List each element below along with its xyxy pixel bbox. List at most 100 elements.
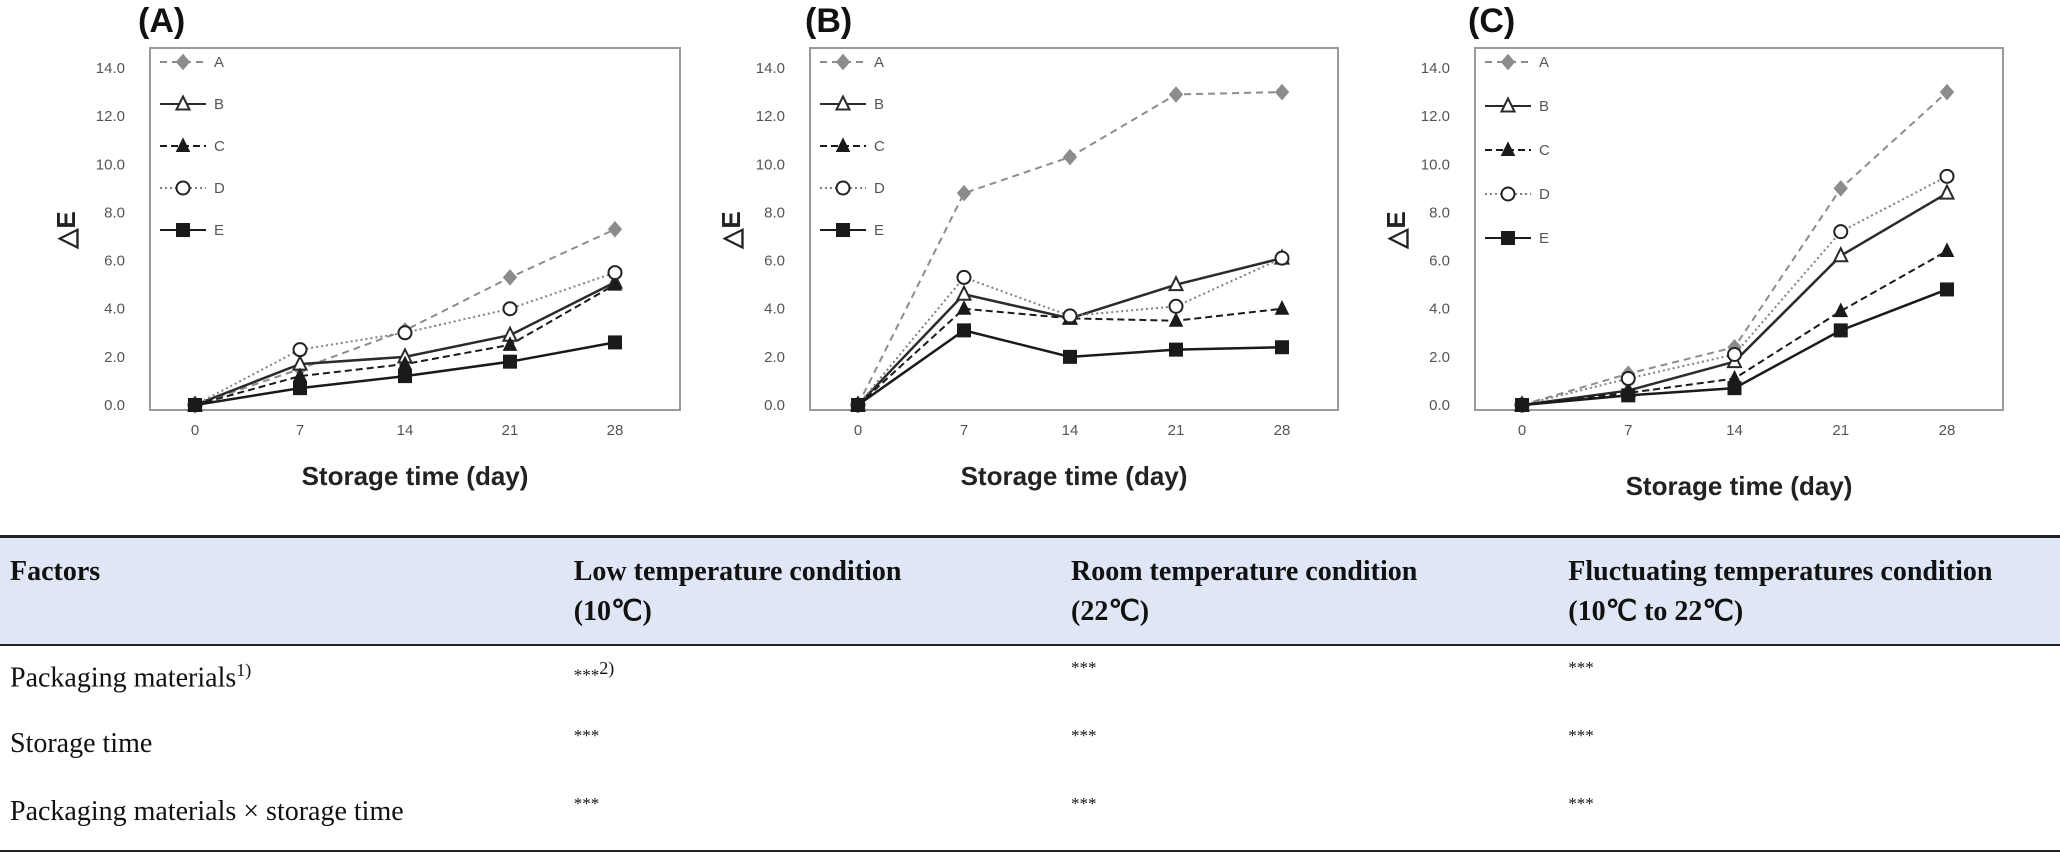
x-axis-title: Storage time (day) [1626, 471, 1853, 501]
y-tick-label: 6.0 [1429, 253, 1450, 270]
factor-label: Packaging materials × storage time [10, 796, 404, 827]
data-point-e [1169, 342, 1183, 357]
y-axis-title: △E [51, 211, 81, 249]
table-row: Packaging materials1) ***2) *** *** [0, 645, 2060, 714]
significance-cell: ***2) [564, 645, 1061, 714]
legend-marker-b [1499, 96, 1517, 113]
x-axis-title: Storage time (day) [302, 461, 529, 491]
data-point-c [956, 300, 972, 315]
x-tick-label: 28 [607, 422, 624, 439]
data-point-e [1275, 340, 1289, 355]
footnote-marker: 2) [599, 658, 615, 678]
significance-value: *** [573, 665, 600, 685]
legend-marker-d [1500, 186, 1516, 202]
significance-value: *** [1568, 726, 1594, 745]
significance-cell: *** [1061, 645, 1558, 714]
header-room-temperature-line1: Room temperature condition [1071, 556, 1418, 587]
y-tick-label: 8.0 [104, 204, 125, 221]
data-point-d [1939, 168, 1955, 184]
y-tick-label: 6.0 [104, 253, 125, 270]
legend-label-e: E [874, 222, 884, 239]
factor-cell: Packaging materials × storage time [0, 782, 564, 852]
legend-label-e: E [1539, 230, 1549, 247]
data-point-a [1939, 83, 1955, 101]
legend-label-d: D [214, 180, 225, 197]
panel-label: (A) [138, 2, 185, 40]
data-point-e [1515, 398, 1529, 412]
data-point-d [397, 325, 413, 341]
y-tick-label: 12.0 [1421, 108, 1450, 125]
significance-value: *** [573, 726, 600, 745]
legend-label-c: C [1539, 142, 1550, 159]
data-point-b [1938, 183, 1956, 200]
data-point-d [956, 269, 972, 285]
x-tick-label: 21 [1832, 422, 1849, 439]
legend-marker-a [835, 53, 851, 71]
data-point-e [957, 323, 971, 338]
header-fluctuating-temperature-line2: (10℃ to 22℃) [1568, 596, 1744, 627]
legend-marker-c [175, 137, 191, 152]
factor-label: Packaging materials [10, 662, 237, 694]
data-point-e [398, 369, 412, 384]
data-point-d [1274, 250, 1290, 266]
legend-marker-c [1500, 141, 1516, 156]
data-point-e [503, 354, 517, 369]
x-tick-label: 0 [191, 422, 199, 439]
x-axis-title: Storage time (day) [961, 461, 1188, 491]
header-room-temperature-line2: (22℃) [1071, 596, 1150, 627]
legend-marker-e [176, 223, 190, 237]
y-tick-label: 14.0 [96, 60, 125, 77]
significance-value: *** [1071, 658, 1097, 677]
data-point-c [502, 336, 518, 351]
line-chart-panel-c: (C) 0.0 2.0 4.0 6.0 8.0 10.0 12.0 14.0 0 7 14 21 28 △E… [1381, 2, 2004, 501]
x-tick-label: 28 [1274, 422, 1291, 439]
significance-cell: *** [564, 714, 1061, 782]
significance-cell: *** [1558, 645, 2060, 714]
series-line-d [857, 257, 1283, 406]
data-point-c [1274, 300, 1290, 315]
legend-label-a: A [214, 54, 224, 71]
y-tick-label: 0.0 [764, 397, 785, 414]
legend-marker-d [175, 180, 191, 196]
series-line-b [857, 256, 1283, 406]
legend-label-c: C [874, 138, 885, 155]
plot-area-frame [809, 47, 1339, 411]
series-line-d [1521, 175, 1948, 406]
y-tick-label: 6.0 [764, 253, 785, 270]
y-axis-title: △E [716, 211, 746, 249]
legend-label-a: A [1539, 54, 1549, 71]
x-tick-label: 14 [1062, 422, 1079, 439]
data-point-e [1063, 349, 1077, 364]
y-tick-label: 2.0 [764, 349, 785, 366]
x-tick-label: 21 [1168, 422, 1185, 439]
series-line-c [194, 283, 616, 406]
data-point-a [1168, 86, 1184, 103]
data-point-c [1833, 302, 1849, 318]
data-point-e [293, 381, 307, 396]
y-tick-label: 2.0 [104, 349, 125, 366]
data-point-d [1168, 298, 1184, 314]
data-point-c [1939, 242, 1955, 257]
y-tick-label: 0.0 [1429, 397, 1450, 414]
header-fluctuating-temperature-line1: Fluctuating temperatures condition [1568, 556, 1993, 587]
legend-marker-e [1501, 231, 1515, 245]
significance-value: *** [1071, 794, 1097, 813]
legend-label-b: B [214, 96, 224, 113]
data-point-e [1727, 381, 1742, 396]
series-line-e [857, 329, 1283, 407]
legend-label-b: B [874, 96, 884, 113]
series-line-c [857, 307, 1283, 406]
panel-label: (C) [1468, 2, 1515, 40]
significance-cell: *** [1558, 782, 2060, 852]
factor-label: Storage time [10, 728, 153, 759]
header-low-temperature-line2: (10℃) [573, 596, 652, 627]
significance-cell: *** [563, 782, 1062, 852]
factor-cell: Packaging materials1) [0, 645, 564, 714]
data-point-a [1062, 148, 1078, 166]
data-point-e [1621, 388, 1636, 403]
data-point-c [607, 276, 623, 291]
y-tick-label: 10.0 [1421, 156, 1450, 173]
legend-label-d: D [874, 180, 885, 197]
data-point-a [956, 184, 972, 202]
header-low-temperature-line1: Low temperature condition [573, 556, 902, 587]
